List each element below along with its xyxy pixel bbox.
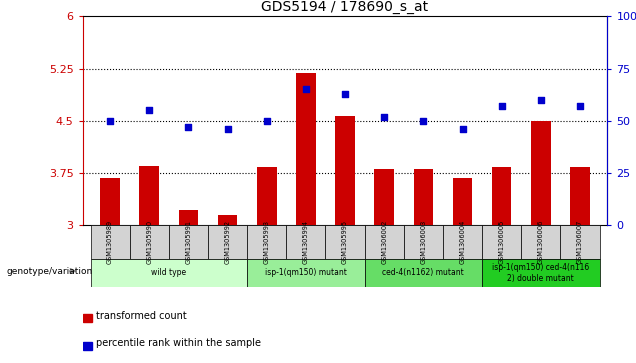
Point — [105, 118, 115, 123]
Bar — [482, 259, 600, 287]
Bar — [83, 314, 92, 322]
Bar — [375, 169, 394, 225]
Point — [261, 118, 272, 123]
Bar — [90, 225, 130, 259]
Bar — [453, 178, 473, 225]
Point — [575, 103, 585, 109]
Bar — [100, 178, 120, 225]
Point — [301, 86, 311, 92]
Text: GSM1306005: GSM1306005 — [499, 220, 504, 264]
Bar — [522, 225, 560, 259]
Bar — [364, 259, 482, 287]
Bar — [335, 116, 355, 225]
Bar — [90, 259, 247, 287]
Bar — [560, 225, 600, 259]
Bar — [443, 225, 482, 259]
Bar — [326, 225, 364, 259]
Text: isp-1(qm150) mutant: isp-1(qm150) mutant — [265, 268, 347, 277]
Bar — [179, 210, 198, 225]
Text: GSM1305993: GSM1305993 — [264, 220, 270, 264]
Text: wild type: wild type — [151, 268, 186, 277]
Text: percentile rank within the sample: percentile rank within the sample — [96, 338, 261, 348]
Bar — [247, 259, 364, 287]
Title: GDS5194 / 178690_s_at: GDS5194 / 178690_s_at — [261, 0, 429, 14]
Bar — [413, 170, 433, 225]
Bar — [139, 166, 159, 225]
Bar — [404, 225, 443, 259]
Bar — [286, 225, 326, 259]
Bar — [257, 167, 277, 225]
Text: GSM1306002: GSM1306002 — [381, 220, 387, 264]
Text: isp-1(qm150) ced-4(n116
2) double mutant: isp-1(qm150) ced-4(n116 2) double mutant — [492, 263, 590, 282]
Bar — [169, 225, 208, 259]
Point — [457, 126, 467, 132]
Point — [183, 124, 193, 130]
Bar — [296, 73, 315, 225]
Bar — [482, 225, 522, 259]
Bar — [130, 225, 169, 259]
Bar — [364, 225, 404, 259]
Bar — [492, 167, 511, 225]
Text: GSM1306004: GSM1306004 — [459, 220, 466, 264]
Point — [379, 114, 389, 119]
Bar — [208, 225, 247, 259]
Bar — [570, 167, 590, 225]
Text: GSM1305989: GSM1305989 — [107, 220, 113, 264]
Text: GSM1305995: GSM1305995 — [342, 220, 348, 264]
Text: transformed count: transformed count — [96, 311, 186, 321]
Text: GSM1305991: GSM1305991 — [186, 220, 191, 264]
Text: GSM1306006: GSM1306006 — [538, 220, 544, 264]
Text: GSM1305990: GSM1305990 — [146, 220, 152, 264]
Text: GSM1305992: GSM1305992 — [225, 220, 231, 264]
Point — [223, 126, 233, 132]
Text: ced-4(n1162) mutant: ced-4(n1162) mutant — [382, 268, 464, 277]
Point — [144, 107, 155, 113]
Text: GSM1305994: GSM1305994 — [303, 220, 309, 264]
Bar — [531, 121, 551, 225]
Point — [497, 103, 507, 109]
Bar — [247, 225, 286, 259]
Text: genotype/variation: genotype/variation — [6, 266, 93, 276]
Text: GSM1306003: GSM1306003 — [420, 220, 426, 264]
Point — [418, 118, 429, 123]
Point — [340, 91, 350, 97]
Point — [536, 97, 546, 103]
Text: GSM1306007: GSM1306007 — [577, 220, 583, 264]
Bar — [83, 342, 92, 350]
Bar — [218, 215, 237, 225]
